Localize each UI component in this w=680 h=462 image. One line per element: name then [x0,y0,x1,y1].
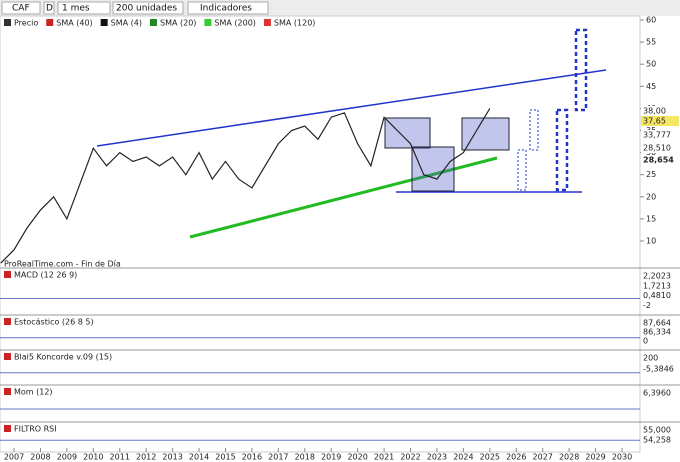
panel-label: 0 [643,337,648,346]
indicators[interactable]: Indicadores [200,4,252,14]
price-tag [641,143,679,153]
symbol[interactable]: CAF [12,4,30,14]
x-tick-label: 2025 [480,453,500,462]
legend-label: SMA (4) [111,19,142,28]
y-tick-label: 10 [646,237,656,246]
projection-box [555,108,569,192]
price-tag [641,130,679,140]
y-tick-label: 60 [646,16,656,25]
projection-box [574,28,588,112]
sma-line [189,156,498,239]
legend-label: SMA (40) [56,19,92,28]
price-label: 33,777 [643,131,671,140]
x-tick-label: 2008 [30,453,50,462]
price-label: 28,510 [643,144,671,153]
panel-label: 87,664 [643,319,671,328]
legend-label: SMA (200) [214,19,256,28]
symbol-box[interactable] [1,1,41,15]
panel-title: Estocástico (26 8 5) [14,318,94,327]
x-tick-label: 2024 [453,453,473,462]
panel-label: -2 [643,301,651,310]
box [461,117,510,151]
x-tick-label: 2021 [374,453,394,462]
legend-label: Precio [14,19,38,28]
trend-line [96,69,607,147]
units-box[interactable] [112,1,184,15]
timeframe-box[interactable] [57,1,111,15]
x-tick-label: 2014 [189,453,209,462]
panel-title: Blai5 Koncorde v.09 (15) [14,353,112,362]
y-tick-label: 20 [646,192,656,201]
panel-label: 200 [643,354,658,363]
y-tick-label: 25 [646,170,656,179]
panel-label: -5,3846 [643,365,674,374]
watermark: ProRealTime.com - Fin de Día [4,260,121,269]
price-tag [641,155,679,165]
legend-label: SMA (20) [160,19,196,28]
x-tick-label: 2022 [400,453,420,462]
x-tick-label: 2011 [110,453,130,462]
x-tick-label: 2020 [347,453,367,462]
legend-swatch [149,19,157,26]
box [411,146,455,192]
x-tick-label: 2012 [136,453,156,462]
price-line [0,108,491,264]
x-tick-label: 2009 [57,453,77,462]
panel-title: MACD (12 26 9) [14,271,77,280]
panel-swatch [4,271,11,278]
x-tick-label: 2017 [268,453,288,462]
y-tick-label: 50 [646,60,656,69]
x-tick-label: 2010 [83,453,103,462]
panel-label: 2,2023 [643,272,671,281]
price-tag [641,116,679,126]
panel-label: 1,7213 [643,281,671,290]
x-tick-label: 2030 [612,453,632,462]
panel-swatch [4,425,11,432]
x-tick-label: 2007 [4,453,24,462]
panel-swatch [4,388,11,395]
period-box[interactable] [43,1,55,15]
y-tick-label: 55 [646,38,656,47]
x-tick-label: 2018 [295,453,315,462]
legend-swatch [204,19,212,26]
x-tick-label: 2016 [242,453,262,462]
timeframe[interactable]: 1 mes [62,4,90,14]
price-label: 37,65 [643,117,666,126]
panel-title: FILTRO RSI [14,425,57,434]
panel-title: Mom (12) [14,388,53,397]
legend-swatch [46,19,54,26]
panel-swatch [4,353,11,360]
panel-label: 6,3960 [643,389,671,398]
price-label: 28,654 [643,156,674,165]
units[interactable]: 200 unidades [116,4,177,14]
box [384,117,431,149]
x-tick-label: 2029 [585,453,605,462]
x-tick-label: 2027 [533,453,553,462]
panel-swatch [4,318,11,325]
x-tick-label: 2015 [215,453,235,462]
period-button[interactable]: D [46,4,53,14]
legend-swatch [100,19,108,26]
y-tick-label: 45 [646,82,656,91]
x-tick-label: 2028 [559,453,579,462]
y-tick-label: 15 [646,214,656,223]
panel-label: 54,258 [643,436,671,445]
panel-label: 55,000 [643,426,671,435]
legend-label: SMA (120) [274,19,316,28]
legend-swatch [263,19,271,26]
price-tag [641,106,679,116]
indicators-box[interactable] [187,1,269,15]
x-tick-label: 2026 [506,453,526,462]
x-tick-label: 2019 [321,453,341,462]
projection-box [529,109,539,151]
plot-area [0,15,641,453]
panel-label: 0,4810 [643,291,671,300]
legend-swatch [4,19,11,26]
x-tick-label: 2013 [162,453,182,462]
price-label: 38,00 [643,107,666,116]
projection-box [517,149,527,191]
x-tick-label: 2023 [427,453,447,462]
panel-label: 86,334 [643,328,671,337]
